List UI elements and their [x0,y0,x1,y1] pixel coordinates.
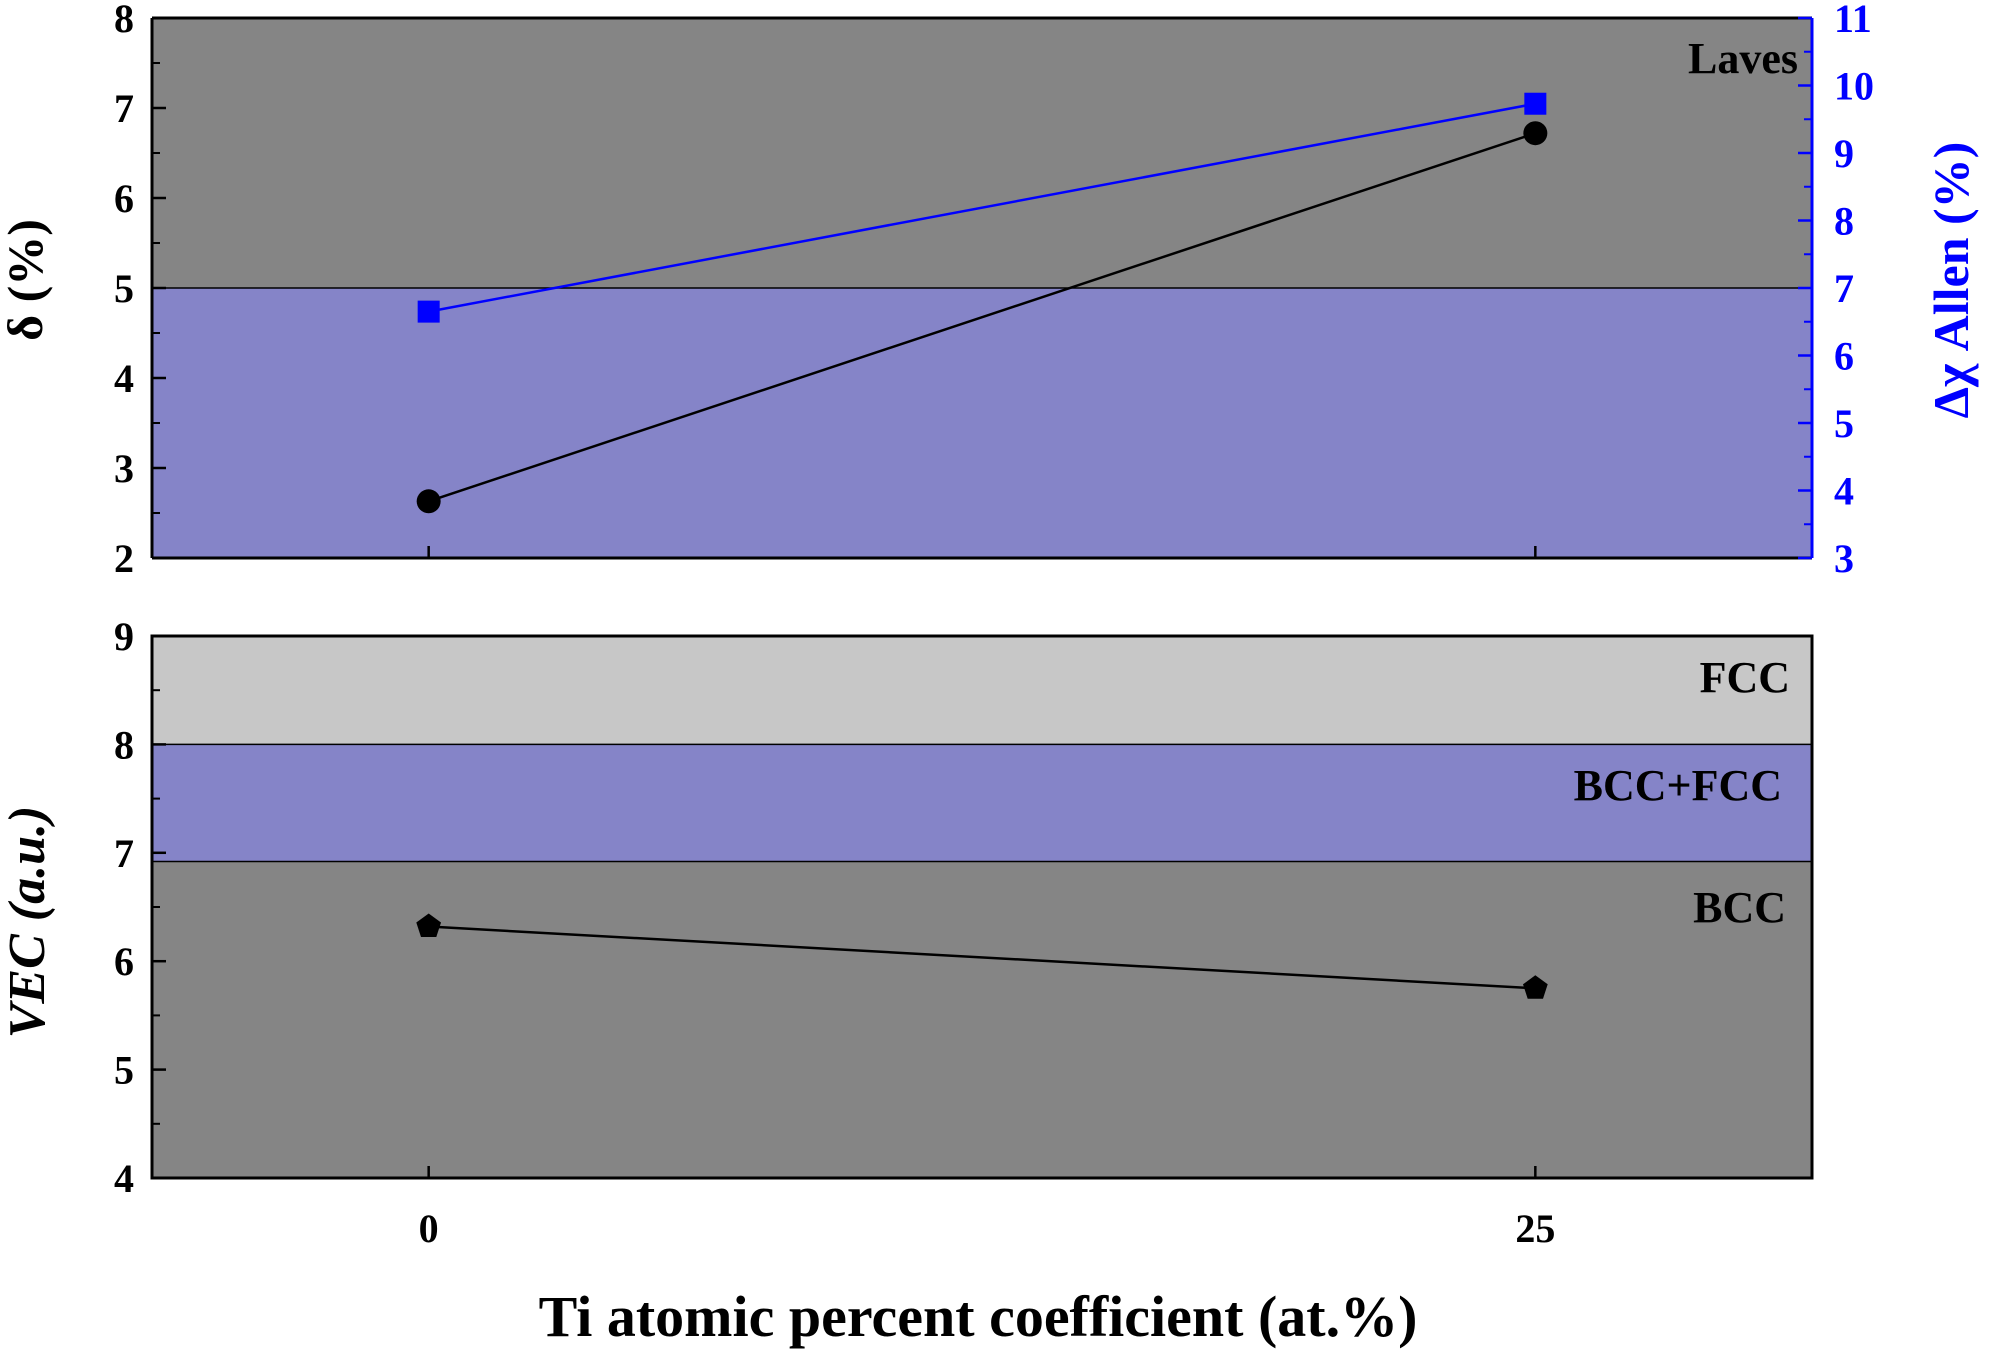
x-tick-label: 0 [419,1206,439,1251]
delta-chi-point [417,300,440,323]
top-right-tick-label: 9 [1834,131,1854,176]
bottom-left-tick-label: 8 [114,722,134,767]
delta-axis-label: δ (%) [0,219,53,341]
fcc-region-label: FCC [1700,653,1790,702]
top-right-tick-label: 6 [1834,334,1854,379]
x-tick-label: 25 [1515,1206,1555,1251]
bottom-region-0 [152,636,1812,745]
bottom-series [416,913,1548,999]
bottom-left-tick-label: 5 [114,1048,134,1093]
top-right-axis: 3 4 5 6 7 8 9 10 11 [1798,0,1874,581]
top-right-tick-label: 10 [1834,64,1874,109]
top-left-tick-label: 6 [114,176,134,221]
top-left-tick-label: 8 [114,0,134,41]
bottom-left-tick-label: 4 [114,1156,134,1201]
top-left-tick-label: 3 [114,446,134,491]
delta-chi-axis-label: Δχ Allen (%) [1923,142,1979,419]
bottom-regions [152,636,1812,1178]
top-right-tick-label: 3 [1834,536,1854,581]
delta-point [1523,121,1548,146]
top-right-tick-label: 7 [1834,266,1854,311]
bottom-region-1 [152,744,1812,862]
top-left-tick-label: 4 [114,356,134,401]
top-left-tick-label: 5 [114,266,134,311]
top-series [416,92,1548,514]
bottom-left-tick-label: 6 [114,939,134,984]
x-axis-label: Ti atomic percent coefficient (at.%) [539,1284,1418,1349]
vec-point [416,913,441,937]
bcc-region-label: BCC [1693,883,1786,932]
delta-chi-point [1524,92,1547,115]
top-right-tick-label: 4 [1834,469,1854,514]
laves-region-label: Laves [1688,34,1798,83]
top-right-tick-label: 8 [1834,199,1854,244]
bottom-left-tick-label: 7 [114,831,134,876]
x-axis: 0 25 [419,1166,1555,1251]
vec-axis-label: VEC (a.u.) [0,806,56,1039]
bottom-panel: 4 5 6 7 8 9 0 25 FCC BCC+FCC BCC VEC (a.u.) Ti… [0,614,1814,1349]
top-right-tick-label: 5 [1834,401,1854,446]
top-series-line-1 [428,102,1536,313]
bottom-left-tick-label: 9 [114,614,134,659]
top-left-axis: 2 3 4 5 6 7 8 [114,0,1537,581]
top-region-0 [152,18,1812,288]
bcc-fcc-region-label: BCC+FCC [1574,761,1782,810]
top-region-1 [152,288,1812,558]
top-right-tick-label: 11 [1834,0,1872,41]
top-left-tick-label: 2 [114,536,134,581]
vec-series-line [428,925,1536,990]
top-panel: 2 3 4 5 6 7 8 3 4 5 6 7 8 9 10 11 Laves δ (%) Δχ Allen… [0,0,1979,581]
delta-point [416,489,441,514]
vec-point [1523,975,1548,999]
bottom-left-axis: 4 5 6 7 8 9 [114,614,166,1201]
bottom-region-2 [152,861,1812,1178]
top-left-tick-label: 7 [114,86,134,131]
top-series-line-0 [428,132,1536,503]
top-regions [152,18,1812,558]
